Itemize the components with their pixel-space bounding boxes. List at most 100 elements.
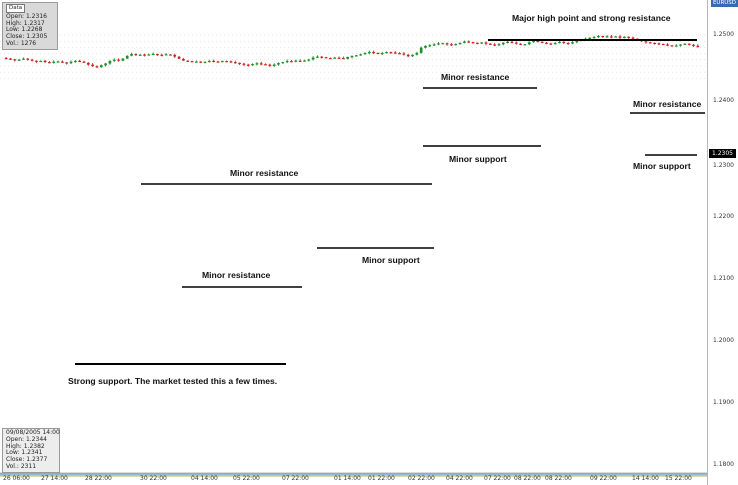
candle-body-down (566, 42, 570, 45)
candle (333, 56, 337, 59)
info-open: Open: 1.2344 (6, 435, 47, 443)
candle (359, 53, 362, 56)
candle-body-up (385, 51, 388, 54)
time-tick-label: 07 22:00 (484, 475, 511, 482)
candle (4, 57, 8, 60)
data-window-tag: Data (6, 4, 26, 13)
candle (238, 62, 241, 66)
candle (147, 53, 151, 56)
candle (679, 44, 682, 47)
candle-body-down (134, 53, 138, 56)
support-resistance-lines (75, 39, 705, 365)
candle-body-up (130, 53, 133, 56)
time-tick-label: 02 22:00 (408, 475, 435, 482)
candle-body-down (225, 61, 228, 63)
candle (354, 55, 358, 57)
candle (173, 53, 177, 58)
candle (644, 41, 648, 44)
candle (415, 51, 419, 56)
candle-body-down (156, 54, 159, 56)
candle (389, 51, 393, 54)
candle-body-down (216, 61, 220, 63)
candle-body-down (324, 57, 328, 59)
candle (177, 55, 181, 60)
candle-body-up (415, 52, 419, 55)
info-close: Close: 1.2305 (6, 33, 48, 41)
candle-body-up (303, 60, 306, 62)
candle-body-up (272, 64, 276, 66)
candle (346, 56, 350, 60)
candle (307, 58, 311, 62)
candle-body-down (661, 43, 665, 46)
candle-body-down (91, 64, 94, 67)
candle-body-down (372, 51, 375, 54)
candle (653, 42, 656, 45)
candle (476, 42, 479, 45)
candle-body-down (4, 57, 8, 60)
candle (376, 52, 380, 55)
candle (65, 62, 69, 65)
candle (320, 55, 324, 59)
candle (220, 60, 224, 63)
candle-body-up (454, 44, 458, 46)
candle (138, 53, 142, 56)
candle-body-up (22, 58, 25, 60)
candle-body-up (419, 47, 423, 53)
candle (143, 53, 146, 57)
candle-body-up (125, 55, 129, 59)
candle (648, 41, 652, 44)
candle-body-down (35, 60, 38, 62)
candle-body-up (614, 36, 618, 38)
candle (169, 54, 172, 56)
candle-body-down (177, 56, 181, 59)
candle-body-up (17, 59, 21, 61)
candle (99, 64, 103, 68)
price-tick-label: 1.1800 (713, 461, 734, 468)
candle (56, 60, 60, 63)
info-low: Low: 1.2268 (6, 26, 43, 34)
candle-body-down (610, 36, 613, 38)
candle-body-down (233, 62, 237, 64)
candle (601, 35, 605, 38)
candle-body-down (644, 41, 648, 43)
candle (95, 65, 99, 69)
candle-body-up (411, 54, 414, 57)
candle (458, 42, 462, 45)
candle (22, 57, 25, 60)
candle-body-down (389, 52, 393, 54)
candle-body-down (264, 64, 267, 66)
candle (225, 60, 228, 63)
candle (463, 40, 466, 44)
candle (73, 59, 77, 63)
candle-body-up (553, 43, 557, 45)
candle-body-down (182, 58, 185, 61)
candle (683, 43, 687, 46)
candle (393, 51, 397, 55)
candle-body-down (536, 41, 540, 43)
candle (674, 43, 678, 47)
candle-body-down (95, 66, 99, 68)
candle-body-down (43, 60, 47, 63)
candle-body-up (311, 57, 315, 60)
candle-body-up (605, 36, 609, 38)
candle-body-down (242, 63, 246, 65)
price-axis[interactable] (707, 0, 738, 485)
candle (26, 58, 30, 61)
annotation-minor-resistance-2: Minor resistance (230, 168, 299, 178)
time-tick-label: 09 22:00 (590, 475, 617, 482)
candle-body-down (376, 52, 380, 55)
candle-body-down (398, 53, 401, 55)
candle (549, 42, 553, 45)
candle (290, 59, 293, 63)
candle-body-down (510, 41, 514, 44)
candle-body-up (255, 63, 259, 65)
candle (69, 60, 73, 65)
candle-body-up (195, 61, 198, 63)
candle-body-down (13, 59, 17, 61)
candle-body-down (48, 62, 51, 64)
candle-body-down (450, 44, 453, 46)
candle-body-up (108, 60, 112, 64)
candle (203, 61, 207, 64)
candle-body-up (316, 56, 319, 58)
